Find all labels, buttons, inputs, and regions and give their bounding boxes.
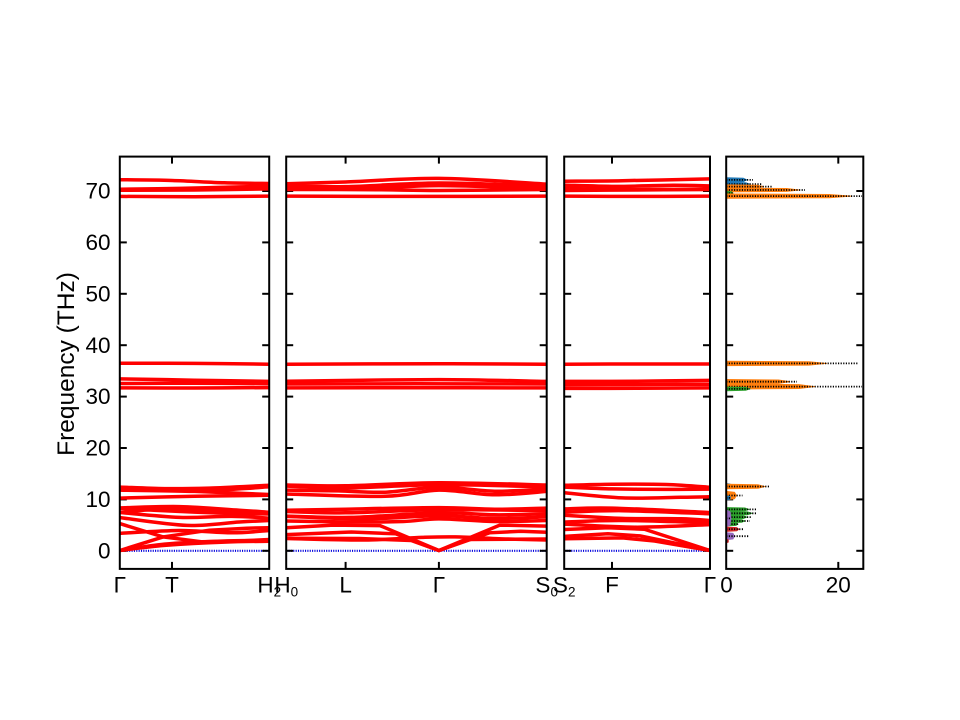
svg-text:70: 70 — [85, 179, 110, 204]
svg-text:Frequency (THz): Frequency (THz) — [53, 272, 80, 456]
svg-text:T: T — [165, 572, 179, 597]
svg-text:Γ: Γ — [114, 572, 126, 597]
svg-text:20: 20 — [85, 436, 110, 461]
svg-text:50: 50 — [85, 281, 110, 306]
svg-text:60: 60 — [85, 230, 110, 255]
svg-text:40: 40 — [85, 333, 110, 358]
svg-text:Γ: Γ — [704, 572, 716, 597]
svg-text:30: 30 — [85, 384, 110, 409]
svg-text:20: 20 — [826, 572, 851, 597]
svg-text:10: 10 — [85, 487, 110, 512]
svg-text:Γ: Γ — [433, 572, 445, 597]
svg-text:L: L — [339, 572, 352, 597]
svg-text:0: 0 — [720, 572, 733, 597]
svg-text:0: 0 — [98, 538, 111, 563]
svg-text:F: F — [605, 572, 619, 597]
